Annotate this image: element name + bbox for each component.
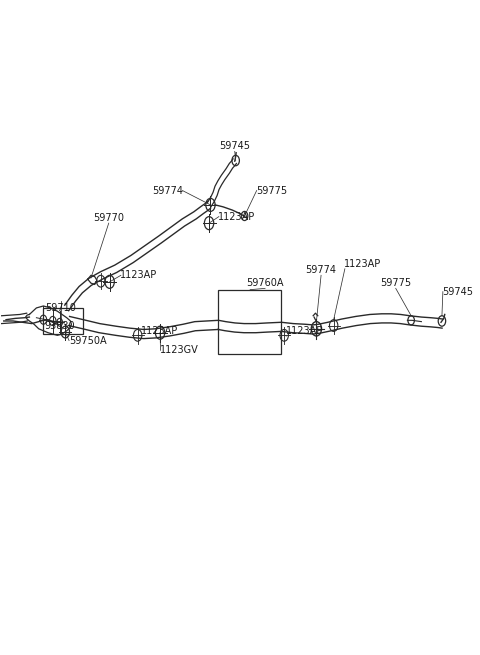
Bar <box>43 308 83 334</box>
Text: 1123AP: 1123AP <box>345 259 382 269</box>
Text: 1123AP: 1123AP <box>142 326 179 336</box>
Text: 59760A: 59760A <box>246 278 284 288</box>
Text: 59775: 59775 <box>256 185 287 196</box>
Text: 59750A: 59750A <box>69 335 107 346</box>
Bar <box>218 290 281 354</box>
Text: 1123AP: 1123AP <box>218 212 256 221</box>
Text: 59770: 59770 <box>93 213 124 223</box>
Text: 59774: 59774 <box>152 185 183 196</box>
Text: 59710: 59710 <box>45 303 76 312</box>
Text: 59745: 59745 <box>443 287 473 297</box>
Text: 1123AP: 1123AP <box>120 271 157 280</box>
Text: 1123GV: 1123GV <box>160 345 199 355</box>
Text: 1123AP: 1123AP <box>286 326 324 336</box>
Text: 59774: 59774 <box>306 265 336 275</box>
Text: 59775: 59775 <box>380 278 411 288</box>
Text: 59745: 59745 <box>219 141 250 151</box>
Text: 93830: 93830 <box>45 321 75 331</box>
